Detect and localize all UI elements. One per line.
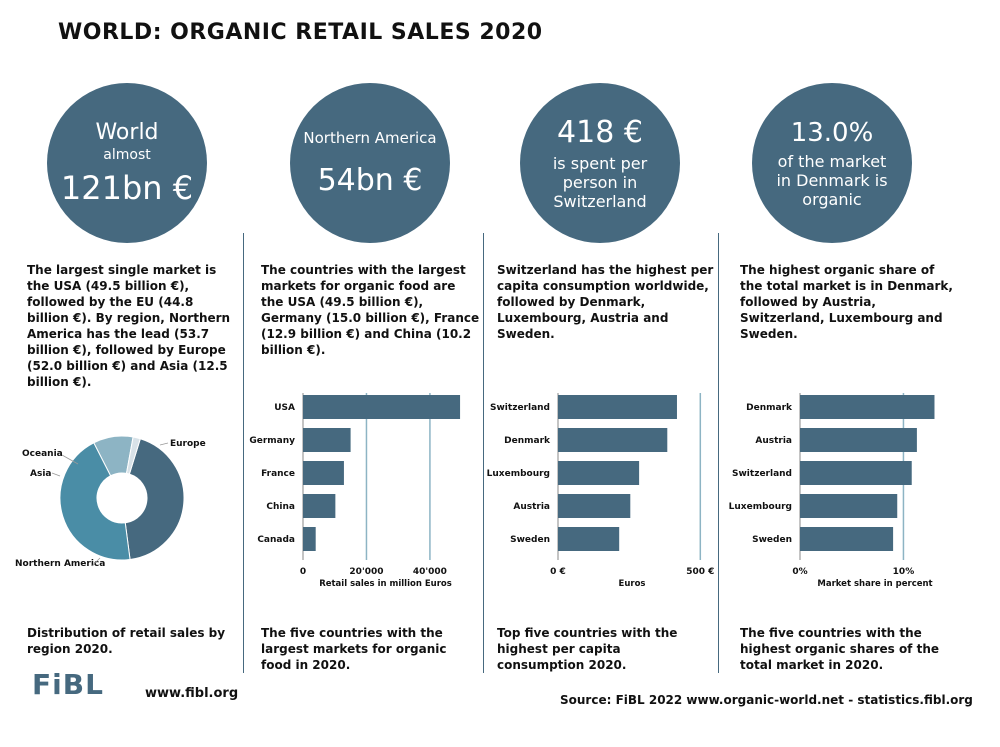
donut-label: Northern America: [15, 559, 105, 569]
bar-austria: [558, 494, 631, 518]
tick-label: 10%: [893, 567, 915, 577]
tick-label: 20'000: [349, 567, 383, 577]
category-label: Austria: [513, 502, 550, 512]
per-capita-description: Switzerland has the highest per capita c…: [497, 263, 714, 341]
circle-text: organic: [802, 189, 862, 209]
bar-usa: [303, 395, 461, 419]
circle-value: 121bn €: [60, 168, 194, 207]
per-capita-caption: Top five countries with the highest per …: [497, 626, 678, 672]
x-axis-label: Retail sales in million Euros: [319, 579, 452, 589]
category-label: Denmark: [504, 436, 551, 446]
category-label: Denmark: [746, 403, 793, 413]
bar-france: [303, 461, 344, 485]
category-label: Sweden: [510, 535, 550, 545]
largest-markets-bar-chart: USA Germany France China Canada 0 20'000 40'000…: [249, 393, 461, 589]
bar-switzerland: [558, 395, 677, 419]
donut-label: Oceania: [22, 449, 63, 459]
page-title: WORLD: ORGANIC RETAIL SALES 2020: [58, 20, 543, 45]
category-label: Luxembourg: [487, 469, 550, 479]
world-description: The largest single market is the USA (49…: [27, 263, 231, 389]
circle-value: 54bn €: [317, 162, 423, 198]
fibl-logo: FiBL: [32, 668, 104, 701]
circle-text: in Denmark is: [776, 170, 888, 190]
market-share-description: The highest organic share of the total m…: [740, 263, 953, 341]
donut-slice-northern-america: [59, 442, 131, 561]
leader-line: [61, 454, 79, 465]
donut-slice-europe: [124, 438, 185, 561]
x-axis-label: Euros: [619, 579, 646, 589]
switzerland-circle: 418 € is spent per person in Switzerland: [520, 83, 680, 243]
bar-switzerland: [800, 461, 912, 485]
circle-value: 13.0%: [790, 117, 874, 148]
bar-austria: [800, 428, 917, 452]
circle-label: World: [95, 119, 159, 145]
donut-caption: Distribution of retail sales by region 2…: [27, 626, 226, 656]
bar-canada: [303, 527, 316, 551]
column-divider: [243, 233, 244, 673]
bar-denmark: [800, 395, 935, 419]
bar-china: [303, 494, 336, 518]
category-label: China: [266, 502, 295, 512]
column-divider: [483, 233, 484, 673]
website-link[interactable]: www.fibl.org: [145, 686, 239, 701]
tick-label: 0: [300, 567, 306, 577]
bar-denmark: [558, 428, 668, 452]
countries-description: The countries with the largest markets f…: [261, 263, 480, 357]
source-text: Source: FiBL 2022 www.organic-world.net …: [560, 693, 973, 707]
category-label: Luxembourg: [729, 502, 792, 512]
denmark-circle: 13.0% of the market in Denmark is organi…: [752, 83, 912, 243]
tick-label: 0%: [792, 567, 807, 577]
circle-text: of the market: [777, 151, 887, 171]
category-label: Germany: [249, 436, 295, 446]
category-label: Switzerland: [490, 403, 550, 413]
markets-caption: The five countries with the largest mark…: [261, 626, 447, 672]
circle-value: 418 €: [557, 115, 643, 150]
bar-luxembourg: [558, 461, 640, 485]
category-label: USA: [274, 403, 295, 413]
category-label: Sweden: [752, 535, 792, 545]
bar-luxembourg: [800, 494, 898, 518]
leader-line: [51, 472, 61, 477]
regional-distribution-donut: Europe Northern America Asia Oceania: [15, 435, 206, 569]
bar-sweden: [558, 527, 620, 551]
tick-label: 0 €: [550, 567, 566, 577]
tick-label: 500 €: [686, 567, 714, 577]
donut-slice-oceania: [125, 436, 141, 475]
market-share-bar-chart: Denmark Austria Switzerland Luxembourg Swede…: [729, 393, 935, 589]
category-label: Austria: [755, 436, 792, 446]
world-sales-circle: World almost 121bn €: [47, 83, 207, 243]
northern-america-circle: Northern America 54bn €: [290, 83, 450, 243]
category-label: Switzerland: [732, 469, 792, 479]
bar-sweden: [800, 527, 894, 551]
leader-line: [159, 442, 169, 446]
leader-line: [91, 557, 101, 567]
column-divider: [718, 233, 719, 673]
circle-sublabel: almost: [103, 146, 151, 163]
per-capita-bar-chart: Switzerland Denmark Luxembourg Austria Swede…: [487, 393, 714, 589]
category-label: Canada: [257, 535, 295, 545]
bar-germany: [303, 428, 351, 452]
tick-label: 40'000: [413, 567, 447, 577]
x-axis-label: Market share in percent: [817, 579, 932, 589]
donut-label: Europe: [170, 439, 206, 449]
circle-label: Northern America: [303, 128, 437, 147]
category-label: France: [261, 469, 295, 479]
circle-text: is spent per: [552, 154, 648, 173]
donut-label: Asia: [30, 469, 51, 479]
share-caption: The five countries with the highest orga…: [740, 626, 940, 672]
circle-text: Switzerland: [553, 192, 647, 211]
circle-text: person in: [562, 173, 638, 192]
